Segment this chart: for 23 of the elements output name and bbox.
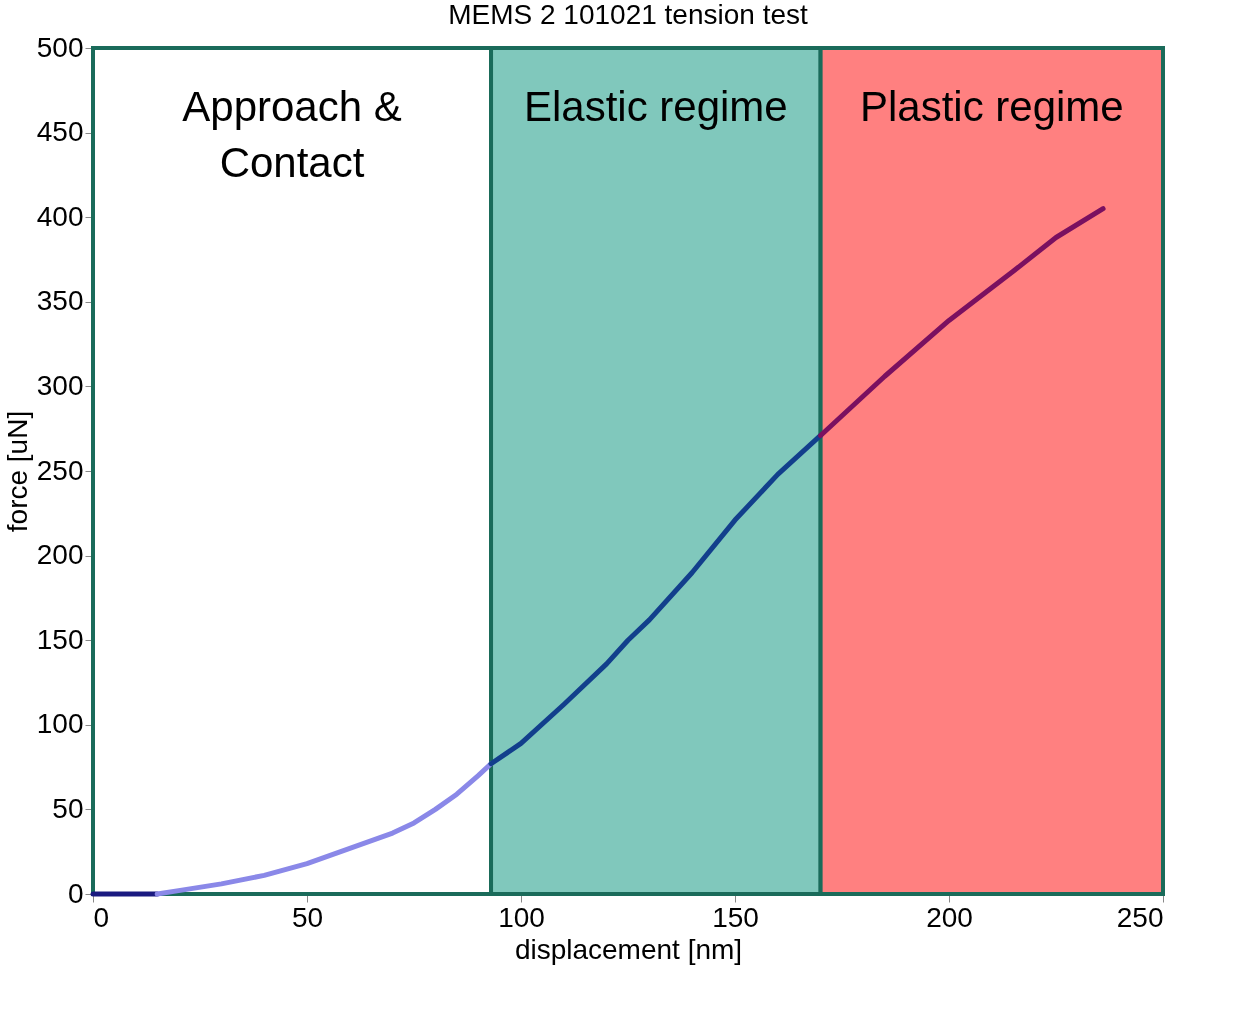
band-label: Approach & Contact xyxy=(182,83,402,186)
y-tick-label: 350 xyxy=(36,285,84,317)
y-tick-label: 500 xyxy=(36,31,84,63)
x-tick-label: 100 xyxy=(498,901,545,933)
y-tick-label: 50 xyxy=(52,792,84,824)
band-label: Elastic regime xyxy=(523,83,788,130)
chart-title: MEMS 2 101021 tension test xyxy=(448,0,808,30)
y-tick-label: 100 xyxy=(36,708,84,740)
x-axis-title: displacement [nm] xyxy=(514,933,743,965)
y-axis-title: force [uN] xyxy=(1,410,33,533)
y-tick-label: 0 xyxy=(67,877,84,909)
y-tick-label: 400 xyxy=(36,200,84,232)
x-tick-label: 50 xyxy=(291,901,324,933)
y-tick-label: 150 xyxy=(36,623,84,655)
x-tick-label: 0 xyxy=(93,901,110,933)
y-tick-label: 300 xyxy=(36,369,84,401)
x-tick-label: 150 xyxy=(712,901,759,933)
band-label: Plastic regime xyxy=(859,83,1124,130)
y-tick-label: 450 xyxy=(36,116,84,148)
y-tick-label: 200 xyxy=(36,539,84,571)
y-tick-label: 250 xyxy=(36,454,84,486)
x-tick-label: 200 xyxy=(926,901,973,933)
x-tick-label: 250 xyxy=(1116,901,1164,933)
